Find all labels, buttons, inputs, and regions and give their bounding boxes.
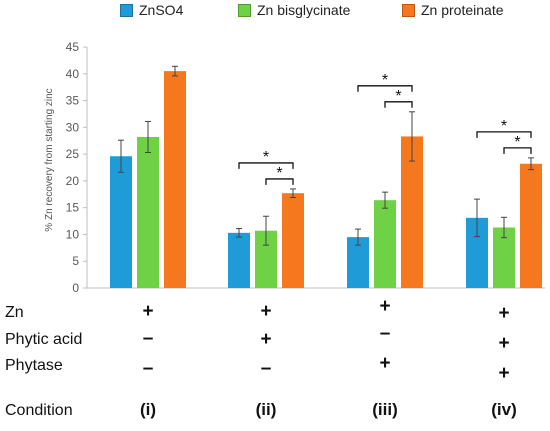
significance-star: * xyxy=(395,88,401,105)
condition-iii: (iii) xyxy=(372,400,398,419)
legend-label-zn-proteinate: Zn proteinate xyxy=(421,2,504,18)
cell-phytic-acid-i: – xyxy=(142,328,154,349)
bar-chart: 0 5 10 15 20 25 30 35 40 45 * * * * * * % Zn recovery … xyxy=(44,40,545,295)
chart-legend: ZnSO4 Zn bisglycinate Zn proteinate xyxy=(120,2,550,24)
legend-label-znso4: ZnSO4 xyxy=(139,2,184,18)
significance-brackets: * * * * * * xyxy=(238,72,532,185)
significance-bracket xyxy=(357,85,413,92)
legend-item-znso4: ZnSO4 xyxy=(120,2,183,18)
y-tick-label: 35 xyxy=(66,94,80,108)
y-tick-label: 15 xyxy=(66,201,80,215)
bar-znso4-4 xyxy=(466,217,488,288)
legend-label-zn-bisglycinate: Zn bisglycinate xyxy=(257,2,351,18)
bar-zn-proteinate-2 xyxy=(282,193,304,288)
cell-phytase-iii: + xyxy=(379,353,391,374)
bar-zn-bisglycinate-3 xyxy=(374,200,396,288)
significance-bracket xyxy=(476,131,532,138)
row-label-phytic-acid: Phytic acid xyxy=(5,331,83,348)
bar-zn-proteinate-1 xyxy=(164,71,186,288)
cell-phytase-iv: + xyxy=(498,363,510,384)
cell-zn-iv: + xyxy=(498,303,510,324)
bar-znso4-1 xyxy=(110,156,132,288)
legend-item-zn-proteinate: Zn proteinate xyxy=(402,2,504,18)
significance-star: * xyxy=(276,165,282,182)
y-tick-label: 25 xyxy=(66,147,80,161)
bar-znso4-3 xyxy=(347,237,369,288)
significance-star: * xyxy=(382,72,388,89)
bar-zn-bisglycinate-2 xyxy=(255,230,277,288)
condition-iv: (iv) xyxy=(491,400,517,419)
bar-zn-proteinate-4 xyxy=(520,163,542,288)
bar-zn-bisglycinate-4 xyxy=(493,227,515,288)
legend-item-zn-bisglycinate: Zn bisglycinate xyxy=(238,2,350,18)
significance-bracket xyxy=(384,101,413,108)
bar-zn-proteinate-3 xyxy=(401,136,423,288)
condition-label: Condition xyxy=(5,402,73,419)
legend-swatch-zn-proteinate xyxy=(402,3,415,17)
row-label-phytase: Phytase xyxy=(5,357,63,374)
significance-star: * xyxy=(514,134,520,151)
y-tick-label: 10 xyxy=(66,227,80,241)
y-tick-label: 40 xyxy=(66,67,80,81)
cell-phytic-acid-iv: + xyxy=(498,333,510,354)
chart-axes: 0 5 10 15 20 25 30 35 40 45 xyxy=(66,40,545,295)
significance-star: * xyxy=(501,118,507,135)
cell-phytase-i: – xyxy=(142,358,154,379)
y-tick-label: 0 xyxy=(72,281,79,295)
y-axis-label: % Zn recovery from starting zinc xyxy=(44,88,55,231)
bar-znso4-2 xyxy=(228,232,250,288)
legend-swatch-znso4 xyxy=(120,3,133,17)
significance-bracket xyxy=(503,147,532,154)
row-label-zn: Zn xyxy=(5,304,24,321)
y-tick-label: 45 xyxy=(66,40,80,54)
cell-phytic-acid-ii: + xyxy=(260,329,272,350)
bar-zn-bisglycinate-1 xyxy=(137,136,159,288)
y-tick-label: 20 xyxy=(66,174,80,188)
chart-bars xyxy=(110,65,542,288)
cell-zn-i: + xyxy=(142,301,154,322)
y-tick-label: 30 xyxy=(66,120,80,134)
cell-phytic-acid-iii: – xyxy=(379,323,391,344)
significance-bracket xyxy=(265,178,294,185)
cell-zn-iii: + xyxy=(379,296,391,317)
significance-star: * xyxy=(263,149,269,166)
legend-swatch-zn-bisglycinate xyxy=(238,3,251,17)
condition-i: (i) xyxy=(139,400,157,419)
y-tick-label: 5 xyxy=(72,254,79,268)
cell-phytase-ii: – xyxy=(260,358,272,379)
condition-ii: (ii) xyxy=(255,400,277,419)
cell-zn-ii: + xyxy=(260,301,272,322)
significance-bracket xyxy=(238,162,294,169)
